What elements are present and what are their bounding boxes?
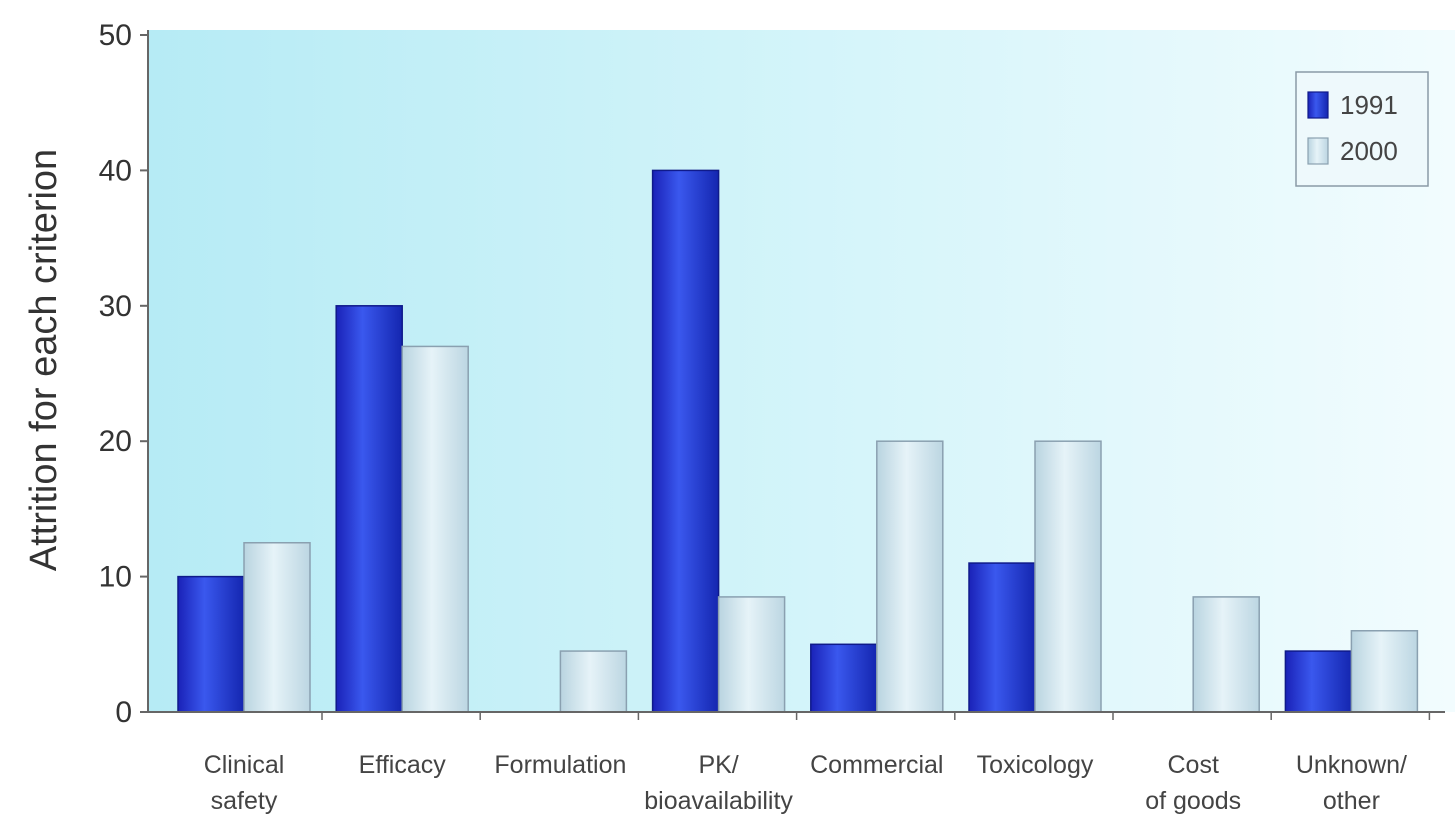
legend-swatch-2000 (1307, 137, 1329, 165)
y-tick-label-30: 30 (99, 290, 132, 323)
bar-2000-1 (401, 345, 469, 713)
bar-1991-3 (651, 169, 720, 713)
legend-swatch-1991 (1307, 91, 1329, 119)
category-label-0: Clinical safety (204, 751, 285, 815)
bar-2000-3 (717, 596, 786, 713)
legend: 1991 2000 (1295, 71, 1429, 187)
y-tick-label-50: 50 (99, 19, 132, 52)
bar-2000-5 (1034, 440, 1102, 713)
bar-2000-2 (559, 650, 628, 713)
legend-box (1295, 71, 1429, 187)
legend-label-2000: 2000 (1340, 136, 1398, 166)
y-tick-label-40: 40 (99, 154, 132, 187)
bar-1991-1 (335, 305, 403, 713)
bar-1991-4 (810, 643, 878, 713)
bar-2000-7 (1350, 630, 1419, 713)
category-label-2: Formulation (494, 751, 626, 779)
bar-1991-5 (968, 562, 1036, 713)
bar-2000-6 (1192, 596, 1260, 713)
y-tick-label-10: 10 (99, 561, 132, 594)
y-axis-title: Attrition for each criterion (23, 149, 65, 571)
y-tick-label-20: 20 (99, 425, 132, 458)
bar-2000-0 (243, 542, 311, 713)
category-label-4: Commercial (810, 751, 943, 779)
y-tick-label-0: 0 (115, 696, 132, 729)
category-label-7: Unknown/other (1296, 751, 1407, 815)
bar-2000-4 (876, 440, 944, 713)
category-label-1: Efficacy (359, 751, 447, 779)
bar-1991-0 (177, 575, 245, 713)
bar-1991-7 (1284, 650, 1353, 713)
category-label-3: PK/bioavailability (644, 751, 793, 815)
legend-label-1991: 1991 (1340, 90, 1398, 120)
category-label-5: Toxicology (977, 751, 1094, 779)
category-label-6: Cost of goods (1145, 751, 1241, 815)
